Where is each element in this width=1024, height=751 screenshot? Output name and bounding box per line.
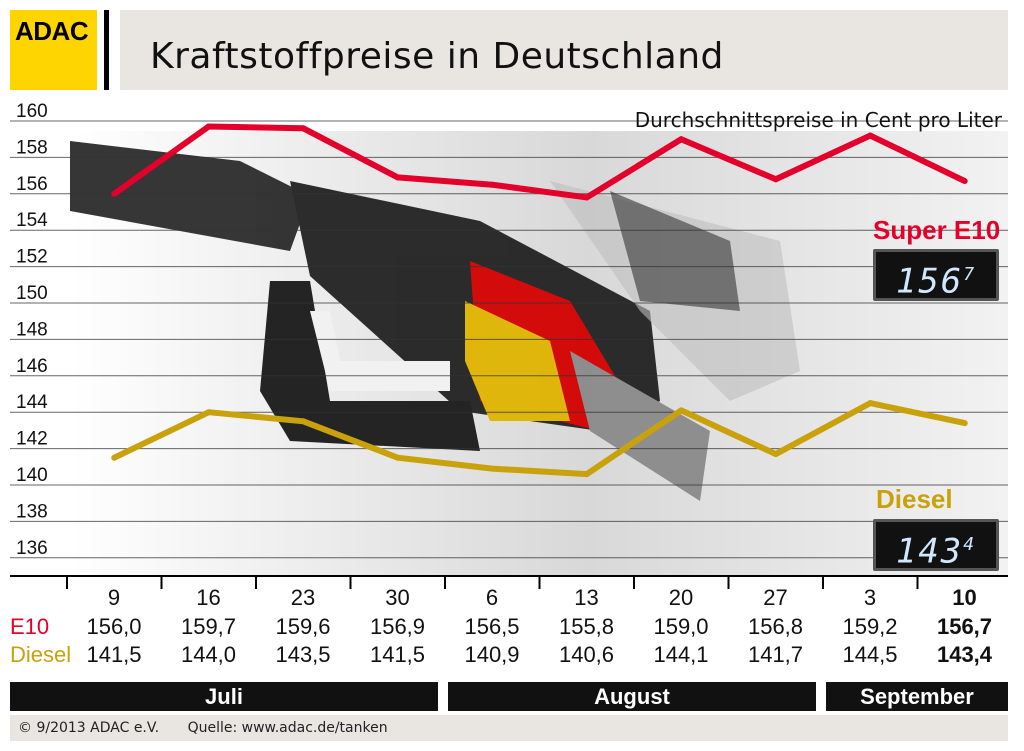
page-title: Kraftstoffpreise in Deutschland [150,36,724,77]
title-divider [104,10,109,90]
e10-data-point [583,194,590,201]
y-tick-label: 160 [16,101,48,122]
y-tick-label: 136 [16,538,48,559]
e10-data-point [394,174,401,181]
fuel-nozzle-illustration [70,141,800,501]
y-tick-label: 150 [16,283,48,304]
e10-data-point [772,176,779,183]
e10-price-cell: 156,9 [369,614,426,639]
date-label: 10 [952,585,977,610]
price-table: E10 Diesel 9 156,0 141,5 16 159,7 144,0 23 159,… [10,577,1008,677]
e10-series-line [112,123,967,201]
date-label: 30 [385,585,410,610]
y-tick-label: 148 [16,319,48,340]
date-label: 20 [668,585,694,610]
y-tick-label: 156 [16,174,48,195]
diesel-price-cell: 143,4 [936,642,993,667]
y-tick-label: 140 [16,465,48,486]
e10-price-display: 1567 [873,249,999,301]
diesel-price-display: 1434 [873,519,999,571]
diesel-data-point [205,409,212,416]
logo-text: ADAC [15,16,89,46]
diesel-price-cell: 140,9 [464,642,520,667]
e10-price-cell: 159,7 [180,614,237,639]
y-tick-label: 144 [16,392,48,413]
e10-price-cell: 156,0 [86,614,142,639]
diesel-price-cell: 143,5 [275,642,331,667]
date-label: 23 [290,585,316,610]
y-tick-label: 154 [16,210,48,231]
diesel-data-point [394,454,401,461]
month-september: September [826,682,1008,711]
e10-data-point [678,136,685,143]
diesel-price-cell: 144,1 [653,642,709,667]
diesel-data-point [961,420,968,427]
e10-display-value: 156 [895,261,964,302]
e10-price-cell: 159,0 [653,614,709,639]
diesel-price-cell: 141,5 [369,642,426,667]
e10-price-cell: 156,8 [747,614,804,639]
e10-price-cell: 156,7 [936,614,993,639]
diesel-display-fraction: 4 [963,534,977,555]
diesel-display-value: 143 [895,531,964,572]
diesel-data-point [772,451,779,458]
y-tick-label: 142 [16,429,48,450]
month-july: Juli [10,682,438,711]
date-label: 16 [196,585,221,610]
diesel-data-point [111,454,118,461]
y-tick-label: 158 [16,137,48,158]
e10-data-point [961,178,968,185]
chart-area: 160 158 156 154 152 150 148 146 144 142 140 138 136 [10,101,1008,577]
table-tick-marks [66,577,919,589]
y-tick-label: 138 [16,501,48,522]
title-bar: Kraftstoffpreise in Deutschland [120,10,1008,90]
diesel-data-point [300,418,307,425]
date-label: 9 [107,585,121,610]
diesel-price-cell: 144,5 [842,642,898,667]
copyright: © 9/2013 ADAC e.V. [18,720,160,736]
diesel-price-cell: 144,0 [180,642,237,667]
e10-data-point [205,123,212,130]
footer: © 9/2013 ADAC e.V. Quelle: www.adac.de/t… [10,715,1008,741]
diesel-price-cell: 140,6 [558,642,615,667]
row-label-e10: E10 [10,614,50,639]
e10-price-cell: 155,8 [558,614,615,639]
date-label: 6 [485,585,499,610]
diesel-data-point [489,465,496,472]
adac-logo: ADAC [10,10,97,90]
date-label: 3 [863,585,877,610]
e10-data-point [300,125,307,132]
y-tick-label: 146 [16,356,48,377]
source-link: Quelle: www.adac.de/tanken [187,720,388,736]
e10-price-cell: 159,6 [275,614,331,639]
month-august: August [448,682,816,711]
e10-series-label: Super E10 [873,215,1001,245]
row-label-diesel: Diesel [10,642,72,667]
diesel-price-cell: 141,7 [747,642,804,667]
diesel-data-point [678,407,685,414]
e10-price-cell: 156,5 [464,614,520,639]
diesel-series-label: Diesel [876,484,953,514]
e10-data-point [867,132,874,139]
date-label: 27 [763,585,788,610]
e10-price-cell: 159,2 [842,614,898,639]
e10-data-point [489,181,496,188]
y-tick-label: 152 [16,247,48,268]
e10-data-point [111,190,118,197]
diesel-series-line [112,400,966,478]
line-chart: 160 158 156 154 152 150 148 146 144 142 140 138 136 [10,101,1008,577]
diesel-data-point [583,471,590,478]
chart-subtitle: Durchschnittspreise in Cent pro Liter [634,108,1002,132]
diesel-data-point [867,400,874,407]
date-label: 13 [574,585,599,610]
e10-display-fraction: 7 [963,264,977,285]
diesel-price-cell: 141,5 [86,642,142,667]
